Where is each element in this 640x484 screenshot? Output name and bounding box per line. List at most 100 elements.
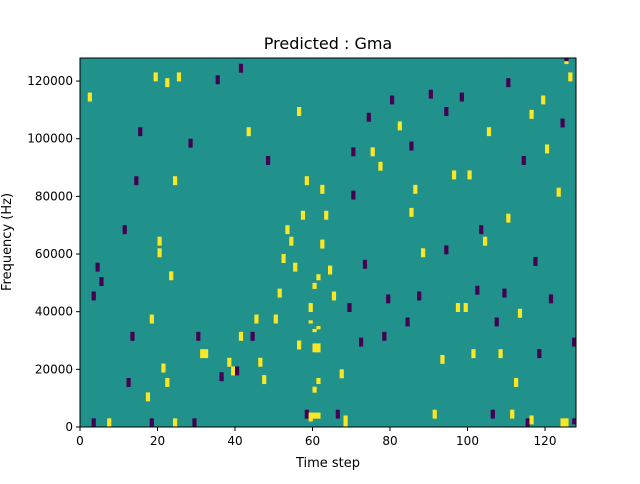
heatmap-cell bbox=[312, 386, 317, 390]
heatmap-cell bbox=[316, 380, 321, 385]
heatmap-cell bbox=[475, 288, 480, 292]
heatmap-cell bbox=[134, 179, 139, 183]
heatmap-cell bbox=[231, 369, 236, 373]
heatmap-cell bbox=[281, 256, 286, 261]
heatmap-cell bbox=[165, 81, 170, 85]
heatmap-cell bbox=[506, 78, 511, 82]
heatmap-cell bbox=[91, 294, 96, 298]
heatmap-cell bbox=[227, 363, 232, 367]
heatmap-cell bbox=[99, 279, 104, 284]
heatmap-cell bbox=[254, 317, 259, 321]
heatmap-cell bbox=[432, 409, 437, 413]
x-axis: 0 20 40 60 80 100 120 bbox=[76, 427, 556, 448]
heatmap-cell bbox=[494, 320, 499, 324]
heatmap-cell bbox=[343, 415, 348, 419]
heatmap-cell bbox=[312, 415, 317, 419]
heatmap-cell bbox=[204, 352, 209, 356]
heatmap-cell bbox=[506, 216, 511, 220]
heatmap-cell bbox=[238, 334, 244, 338]
heatmap-cell bbox=[281, 259, 286, 263]
x-axis-label: Time step bbox=[295, 456, 360, 471]
heatmap-cell bbox=[157, 248, 162, 252]
heatmap-cell bbox=[281, 254, 286, 258]
heatmap-cell bbox=[390, 95, 395, 99]
heatmap-cell bbox=[370, 153, 375, 157]
heatmap-cell bbox=[320, 239, 325, 243]
heatmap-cell bbox=[335, 409, 340, 413]
heatmap-cell bbox=[153, 78, 158, 82]
heatmap-cell bbox=[126, 377, 131, 382]
heatmap-cell bbox=[413, 190, 418, 194]
heatmap-cell bbox=[409, 147, 414, 151]
heatmap-cell bbox=[304, 409, 309, 413]
heatmap-cell bbox=[196, 337, 201, 341]
heatmap-cell bbox=[347, 305, 352, 310]
heatmap-cell bbox=[479, 225, 484, 229]
heatmap-cell bbox=[227, 360, 232, 364]
heatmap-cell bbox=[397, 127, 402, 131]
heatmap-cell bbox=[521, 158, 526, 163]
heatmap-cell bbox=[428, 92, 433, 96]
heatmap-cell bbox=[335, 415, 340, 419]
heatmap-cell bbox=[157, 254, 162, 258]
heatmap-cell bbox=[421, 251, 426, 255]
heatmap-cell bbox=[541, 95, 546, 99]
x-tick-label: 100 bbox=[456, 434, 479, 448]
heatmap-cell bbox=[173, 421, 178, 425]
heatmap-cell bbox=[316, 274, 321, 278]
plot-background bbox=[80, 58, 576, 427]
heatmap-cell bbox=[475, 291, 480, 295]
heatmap-cell bbox=[130, 331, 135, 336]
heatmap-cell bbox=[300, 216, 306, 220]
heatmap-cell bbox=[219, 377, 224, 382]
heatmap-cell bbox=[320, 190, 325, 194]
heatmap-cell bbox=[149, 421, 154, 425]
heatmap-cell bbox=[200, 354, 205, 359]
heatmap-cell bbox=[192, 421, 197, 425]
heatmap-cell bbox=[231, 366, 236, 370]
heatmap-cell bbox=[572, 421, 577, 425]
heatmap-cell bbox=[560, 418, 565, 422]
heatmap-cell bbox=[533, 259, 538, 263]
heatmap-cell bbox=[432, 412, 437, 416]
heatmap-cell bbox=[529, 115, 534, 119]
x-tick-label: 120 bbox=[534, 434, 557, 448]
heatmap-cell bbox=[347, 308, 352, 312]
heatmap-cell bbox=[312, 282, 317, 287]
heatmap-cell bbox=[440, 354, 445, 359]
heatmap-cell bbox=[173, 176, 178, 180]
heatmap-cell bbox=[486, 130, 492, 134]
y-tick-label: 120000 bbox=[27, 74, 73, 88]
heatmap-cell bbox=[548, 294, 554, 298]
heatmap-cell bbox=[343, 418, 348, 422]
y-tick-label: 80000 bbox=[35, 189, 73, 203]
heatmap-cell bbox=[467, 170, 472, 174]
heatmap-cell bbox=[564, 60, 569, 65]
heatmap-cell bbox=[289, 242, 294, 246]
heatmap-cell bbox=[153, 75, 158, 79]
heatmap-cell bbox=[572, 343, 577, 347]
heatmap-cell bbox=[440, 357, 445, 361]
heatmap-cell bbox=[188, 144, 193, 148]
heatmap-cell bbox=[537, 354, 542, 359]
heatmap-cell bbox=[161, 366, 166, 370]
heatmap-cell bbox=[514, 383, 519, 387]
heatmap-cell bbox=[362, 262, 368, 266]
plot-frame bbox=[79, 57, 577, 428]
heatmap-cell bbox=[297, 340, 302, 344]
heatmap-cell bbox=[517, 308, 523, 312]
heatmap-cell bbox=[444, 112, 449, 116]
heatmap-cell bbox=[312, 412, 317, 416]
heatmap-cell bbox=[130, 334, 135, 338]
heatmap-cell bbox=[351, 147, 356, 151]
heatmap-cell bbox=[145, 395, 151, 399]
heatmap-cell bbox=[258, 363, 263, 367]
heatmap-cell bbox=[308, 303, 313, 307]
heatmap-cell bbox=[157, 251, 162, 255]
y-axis-label: Frequency (Hz) bbox=[0, 193, 15, 291]
heatmap-cell bbox=[316, 349, 321, 353]
heatmap-cell bbox=[331, 297, 337, 301]
heatmap-cell bbox=[409, 213, 414, 217]
heatmap-cell bbox=[134, 181, 139, 186]
